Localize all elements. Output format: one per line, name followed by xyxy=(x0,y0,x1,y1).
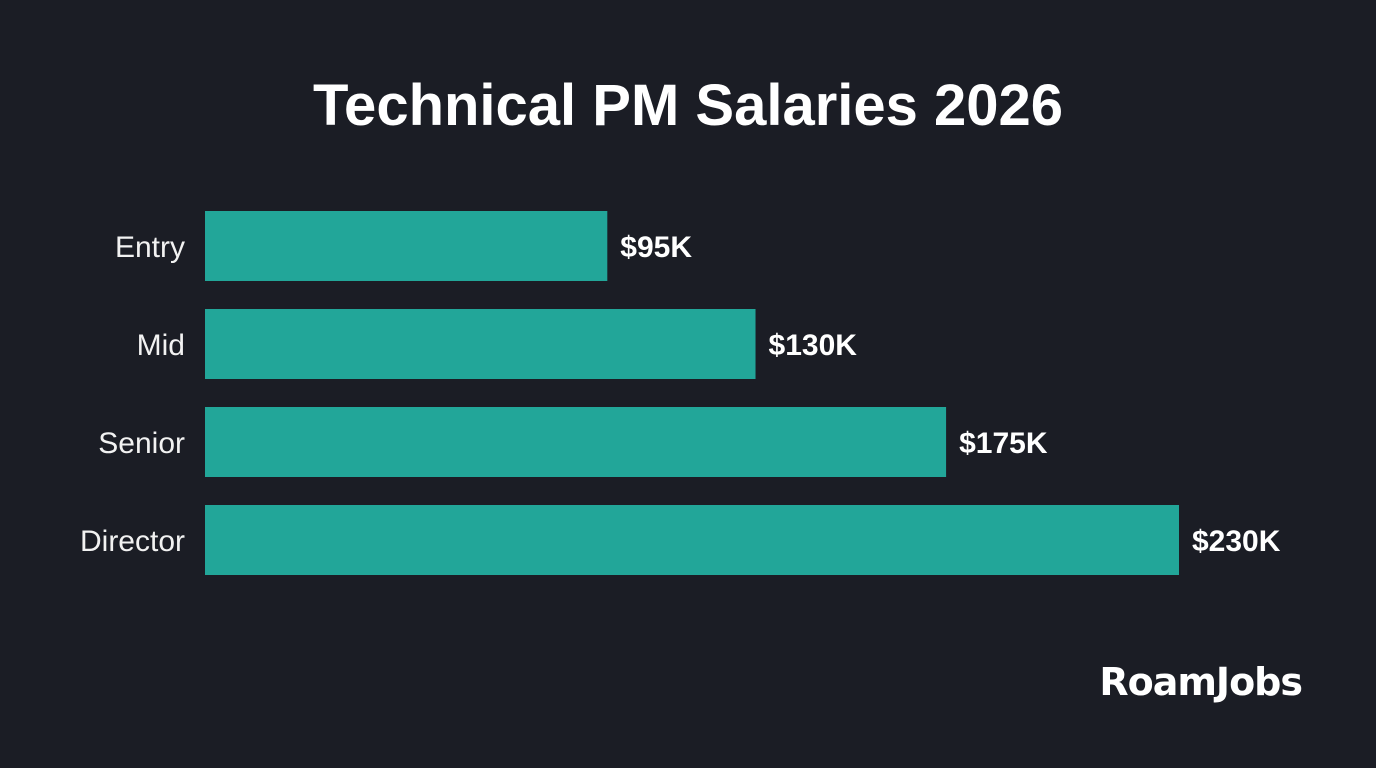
bar-entry xyxy=(205,211,608,281)
data-label: $175K xyxy=(959,427,1048,460)
data-label: $95K xyxy=(620,231,692,264)
category-label: Director xyxy=(80,525,185,558)
data-label: $230K xyxy=(1192,525,1281,558)
category-label: Mid xyxy=(137,329,185,362)
chart-title: Technical PM Salaries 2026 xyxy=(312,73,1064,138)
bar-director xyxy=(205,505,1179,575)
bar-senior xyxy=(205,407,947,477)
data-label: $130K xyxy=(769,329,858,362)
category-label: Entry xyxy=(115,231,185,264)
category-label: Senior xyxy=(98,427,185,460)
roamjobs-logo: RoamJobs xyxy=(1099,660,1303,704)
bar-mid xyxy=(205,309,756,379)
